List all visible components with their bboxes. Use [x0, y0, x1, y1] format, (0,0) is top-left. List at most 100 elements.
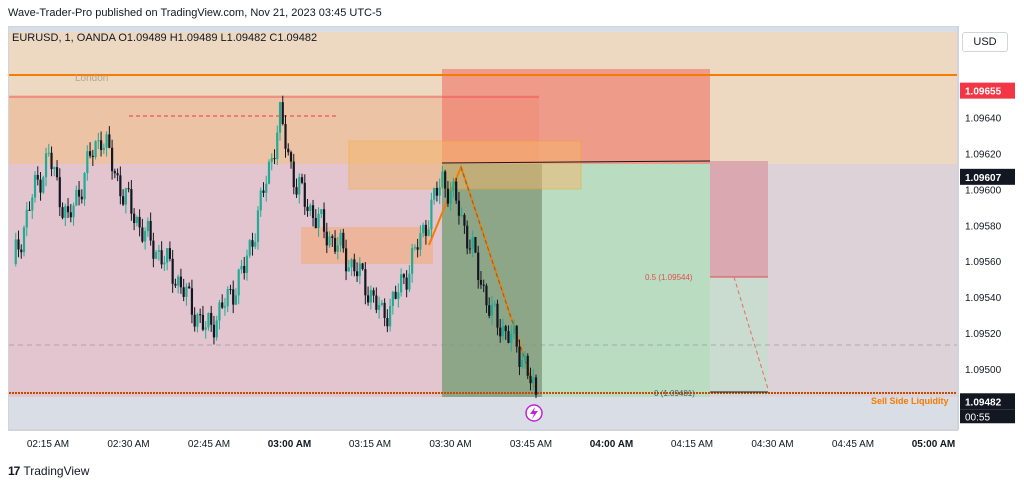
candle-body: [499, 327, 502, 337]
fib-upper-box: [710, 161, 768, 277]
price-axis-svg: 1.09500 1.09520 1.09540 1.09560 1.09580 1.096…: [960, 82, 1015, 424]
candle-body: [366, 295, 370, 303]
candle-body: [457, 200, 461, 216]
candle-body: [20, 249, 23, 253]
candle-body: [243, 265, 246, 274]
candle-body: [309, 205, 312, 211]
candle-body: [94, 141, 97, 158]
candle-body: [83, 173, 86, 200]
projection-line: [733, 276, 769, 390]
price-tick-label: 1.09620: [965, 149, 1002, 160]
time-axis-svg: 02:15 AM 02:30 AM 02:45 AM 03:00 AM 03:15 AM…: [27, 439, 955, 450]
candle-body: [39, 179, 42, 193]
candle-body: [405, 277, 408, 290]
candle-body: [463, 215, 466, 226]
publisher-line: Wave-Trader-Pro published on TradingView…: [8, 7, 382, 19]
candle-body: [375, 295, 378, 310]
candle-body: [424, 224, 427, 236]
candle-body: [75, 189, 78, 206]
price-badge-label: 1.09607: [965, 173, 1002, 184]
candle-body: [333, 238, 337, 252]
candle-body: [77, 189, 81, 197]
candle-body: [174, 283, 177, 286]
price-axis[interactable]: 1.09500 1.09520 1.09540 1.09560 1.09580 1.096…: [958, 26, 1016, 430]
candle-body: [482, 284, 485, 286]
candle-body: [422, 224, 425, 234]
candle-body: [364, 269, 367, 296]
tradingview-logo-icon: 17: [8, 464, 20, 478]
candle-body: [138, 216, 141, 228]
candle-body: [17, 239, 20, 250]
candle-body: [229, 289, 232, 291]
candle-body: [102, 147, 105, 150]
candle-body: [28, 209, 31, 211]
currency-button[interactable]: USD: [962, 32, 1008, 52]
fib-lower-box: [710, 277, 768, 395]
candlestick-chart[interactable]: London 0.5 (1.09544) 0 (1.09481) Sell Si…: [9, 27, 958, 430]
price-tick-label: 1.09580: [965, 221, 1002, 232]
candle-body: [320, 209, 323, 214]
candle-body: [358, 263, 361, 277]
candle-body: [512, 325, 516, 334]
candle-body: [369, 290, 372, 303]
fib-half-label: 0.5 (1.09544): [645, 273, 693, 282]
candle-body: [141, 227, 144, 242]
publisher-bar: Wave-Trader-Pro published on TradingView…: [0, 0, 1024, 26]
candle-body: [317, 213, 320, 228]
candle-body: [507, 331, 510, 343]
candle-body: [108, 134, 111, 148]
candle-body: [427, 229, 430, 236]
footer: 17 TradingView: [8, 462, 89, 480]
candle-body: [99, 140, 103, 150]
candle-body: [212, 324, 216, 338]
time-tick-label: 02:45 AM: [188, 439, 230, 450]
candle-body: [298, 177, 301, 195]
time-tick-label: 03:30 AM: [429, 439, 471, 450]
candle-body: [146, 220, 149, 232]
candle-body: [259, 190, 262, 211]
candle-body: [168, 248, 171, 259]
candle-body: [91, 155, 94, 158]
candle-body: [36, 174, 39, 180]
candle-body: [199, 314, 202, 316]
flash-icon[interactable]: [525, 404, 543, 422]
candle-body: [122, 196, 125, 205]
candle-body: [240, 265, 243, 270]
candle-body: [58, 177, 61, 208]
candle-body: [248, 240, 251, 256]
candle-body: [331, 236, 334, 239]
candle-body: [355, 271, 359, 277]
candle-body: [124, 188, 127, 205]
time-tick-label: 04:00 AM: [590, 439, 634, 450]
candle-body: [449, 190, 452, 204]
candle-body: [419, 233, 422, 250]
chart-pane[interactable]: London 0.5 (1.09544) 0 (1.09481) Sell Si…: [8, 26, 958, 430]
candle-body: [455, 181, 458, 201]
candle-body: [314, 218, 317, 228]
candle-body: [201, 314, 205, 330]
candle-body: [116, 173, 119, 176]
candle-body: [50, 152, 53, 170]
candle-body: [281, 102, 284, 124]
candle-body: [276, 132, 279, 160]
candle-body: [300, 177, 304, 183]
candle-body: [496, 303, 499, 328]
candle-body: [223, 306, 227, 308]
candle-body: [353, 259, 356, 272]
candle-body: [97, 140, 100, 142]
candle-body: [207, 312, 210, 328]
time-axis[interactable]: 02:15 AM 02:30 AM 02:45 AM 03:00 AM 03:15 AM…: [8, 430, 958, 454]
time-tick-label: 02:15 AM: [27, 439, 69, 450]
candle-body: [66, 206, 70, 213]
wave-dash: [460, 166, 535, 388]
candle-body: [380, 302, 383, 305]
candle-body: [149, 220, 152, 241]
candle-body: [493, 303, 496, 305]
candle-body: [234, 295, 238, 305]
candle-body: [190, 288, 194, 315]
candle-body: [188, 286, 191, 289]
candle-body: [171, 258, 174, 284]
candle-body: [22, 227, 26, 253]
candle-body: [166, 248, 169, 263]
fvg-box-2: [301, 227, 433, 264]
